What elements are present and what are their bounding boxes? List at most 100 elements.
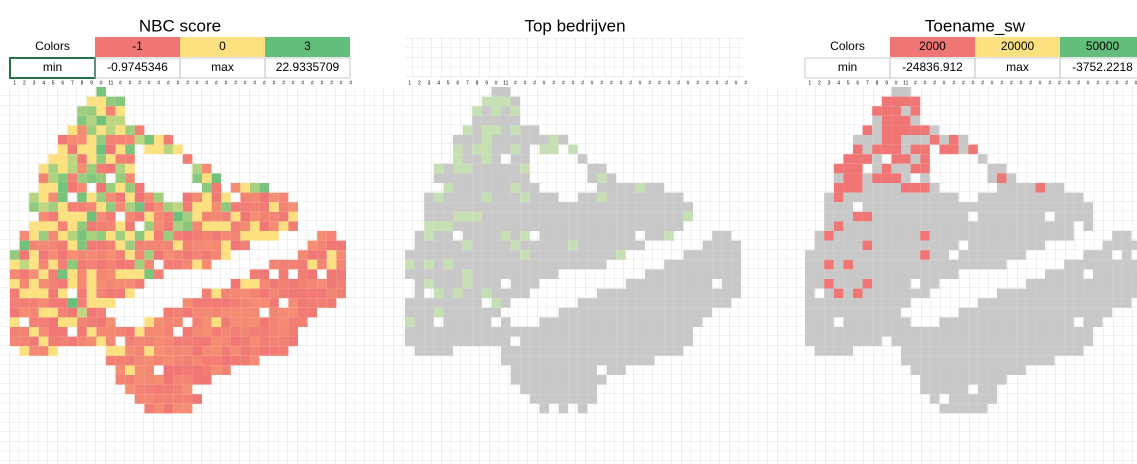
map-cell <box>86 279 97 289</box>
map-cell <box>939 144 949 155</box>
map-cell <box>635 192 645 203</box>
map-cell <box>19 231 30 241</box>
map-cell <box>1121 269 1132 279</box>
map-cell <box>872 211 882 222</box>
map-cell <box>240 240 250 251</box>
map-cell <box>853 144 863 155</box>
map-cell <box>501 144 511 155</box>
map-cell <box>833 269 844 279</box>
map-cell <box>192 221 202 231</box>
map-cell <box>510 250 521 260</box>
map-cell <box>259 317 270 327</box>
map-cell <box>472 202 482 212</box>
map-cell <box>202 173 212 183</box>
map-cell <box>901 317 911 327</box>
map-cell <box>529 327 540 337</box>
column-header: # <box>349 80 352 86</box>
map-cell <box>77 336 87 347</box>
map-cell <box>173 375 183 385</box>
map-cell <box>1064 317 1074 327</box>
map-cell <box>96 106 106 116</box>
map-cell <box>968 307 978 318</box>
map-cell <box>539 202 549 212</box>
map-cell <box>597 317 607 327</box>
map-cell <box>481 163 492 174</box>
map-cell <box>424 269 434 279</box>
map-cell <box>558 317 569 327</box>
map-cell <box>221 346 231 356</box>
map-cell <box>115 346 126 356</box>
map-cell <box>872 154 882 164</box>
map-cell <box>202 202 212 212</box>
map-cell <box>144 384 154 395</box>
map-cell <box>173 394 183 404</box>
map-cell <box>307 259 318 270</box>
map-cell <box>250 211 260 222</box>
map-cell <box>833 259 844 270</box>
map-cell <box>597 307 607 318</box>
map-cell <box>901 211 911 222</box>
column-header: # <box>157 80 160 86</box>
colors-label: Colors <box>830 39 865 53</box>
map-cell <box>568 202 578 212</box>
map-cell <box>221 221 231 231</box>
map-cell <box>154 384 164 395</box>
map-cell <box>673 202 684 212</box>
map-cell <box>577 202 588 212</box>
column-header: # <box>1020 80 1023 86</box>
map-cell <box>1035 211 1045 222</box>
column-header: # <box>914 80 917 86</box>
map-cell <box>901 135 911 145</box>
map-cell <box>939 231 949 241</box>
map-cell <box>48 250 58 260</box>
map-cell <box>202 221 212 231</box>
map-cell <box>1064 231 1074 241</box>
map-cell <box>1054 279 1065 289</box>
map-cell <box>48 336 58 347</box>
map-cell <box>1083 298 1093 308</box>
map-cell <box>1045 307 1055 318</box>
map-cell <box>211 183 222 193</box>
map-cell <box>1083 288 1093 299</box>
map-cell <box>833 211 844 222</box>
map-cell <box>824 240 834 251</box>
column-header: # <box>1096 80 1099 86</box>
map-cell <box>86 221 97 231</box>
map-cell <box>125 163 135 174</box>
map-cell <box>1121 240 1132 251</box>
map-cell <box>443 192 453 203</box>
map-cell <box>414 336 425 347</box>
map-cell <box>86 125 97 135</box>
map-cell <box>472 327 482 337</box>
map-cell <box>211 336 222 347</box>
map-cell <box>433 259 444 270</box>
column-header: # <box>648 80 651 86</box>
column-header: # <box>301 80 304 86</box>
map-cell <box>872 250 882 260</box>
map-cell <box>929 384 940 395</box>
map-cell <box>645 202 655 212</box>
map-cell <box>29 202 39 212</box>
map-cell <box>58 279 68 289</box>
map-cell <box>939 135 949 145</box>
map-cell <box>144 144 154 155</box>
map-cell <box>462 307 473 318</box>
map-cell <box>597 259 607 270</box>
map-cell <box>106 259 116 270</box>
map-cell <box>1064 288 1074 299</box>
map-cell <box>86 288 97 299</box>
map-cell <box>1016 202 1026 212</box>
map-cell <box>67 250 78 260</box>
map-cell <box>96 221 106 231</box>
map-cell <box>833 250 844 260</box>
map-cell <box>987 355 997 366</box>
map-cell <box>58 327 68 337</box>
map-cell <box>443 250 453 260</box>
map-cell <box>173 384 183 395</box>
map-cell <box>125 288 135 299</box>
map-cell <box>862 269 873 279</box>
map-cell <box>1112 298 1122 308</box>
map-cell <box>997 183 1007 193</box>
map-cell <box>881 269 892 279</box>
map-cell <box>462 336 473 347</box>
